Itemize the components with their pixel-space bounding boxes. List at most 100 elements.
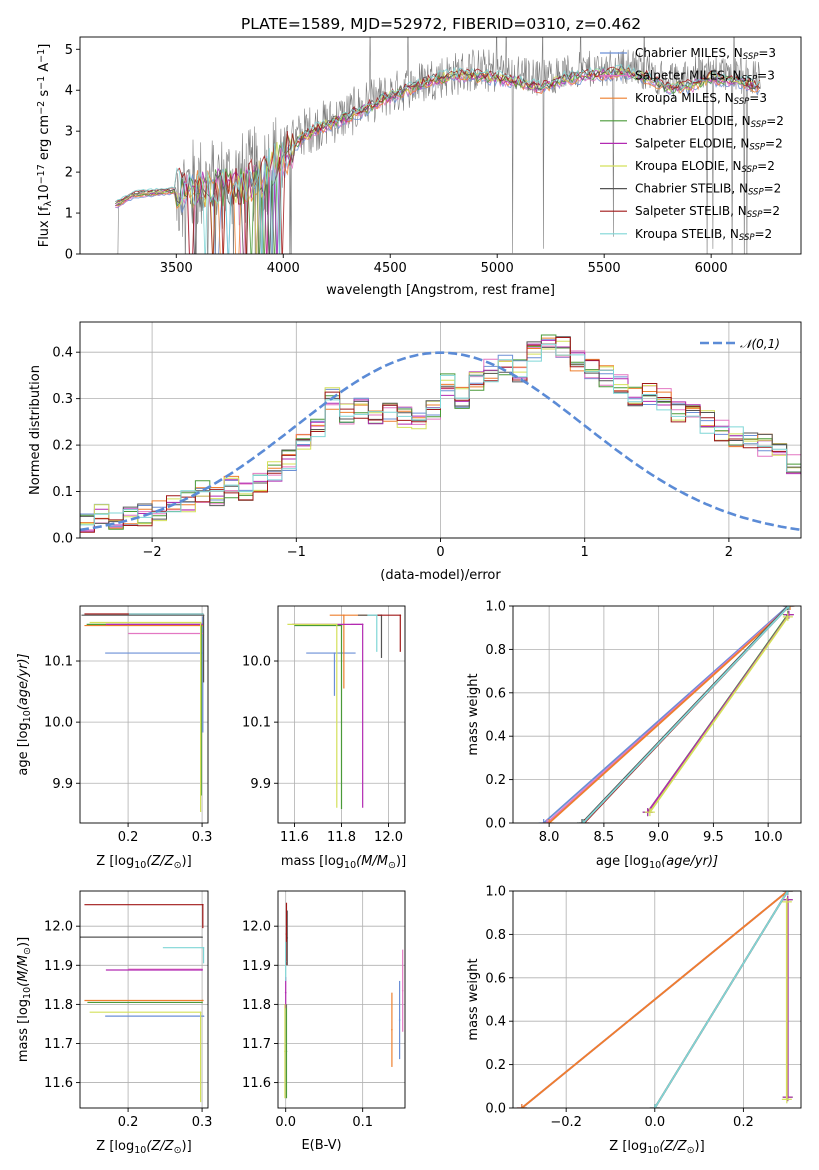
legend-entry: 𝒩(0,1) <box>740 337 780 351</box>
y-axis-label: mass weight <box>466 673 481 755</box>
y-tick-label: 0.8 <box>485 643 506 658</box>
y-axis-label: mass [log10(M/M⊙)] <box>16 937 33 1062</box>
legend-entry: Kroupa STELIB, NSSP=2 <box>635 227 772 243</box>
legend-entry: Chabrier STELIB, NSSP=2 <box>635 182 781 198</box>
legend-entry: Chabrier MILES, NSSP=3 <box>635 46 776 62</box>
weight-line <box>521 891 789 1108</box>
data-point <box>340 624 343 627</box>
y-axis-label: Flux [fλ10−17 erg cm−2 s−1 A−1] <box>36 44 54 248</box>
histogram-series <box>80 337 801 538</box>
x-tick-label: 0.1 <box>352 1115 373 1130</box>
x-tick-label: 0.0 <box>275 1115 296 1130</box>
x-tick-label: 0.0 <box>644 1115 665 1130</box>
y-tick-label: 0.8 <box>485 928 506 943</box>
x-tick-label: 6000 <box>695 261 728 276</box>
data-spectrum-line <box>115 37 761 254</box>
histogram-series <box>80 334 801 538</box>
histogram-series <box>80 339 801 538</box>
y-tick-label: 9.9 <box>250 777 271 792</box>
x-tick-label: 0.2 <box>733 1115 754 1130</box>
data-point <box>335 623 338 626</box>
x-tick-label: 8.0 <box>539 830 560 845</box>
data-point <box>202 614 205 616</box>
mass-vs-Z-plot-area <box>80 903 205 1103</box>
data-point <box>202 1015 205 1017</box>
weight-line <box>548 606 791 823</box>
x-tick-label: 11.6 <box>280 830 309 845</box>
x-tick-label: 5000 <box>481 261 514 276</box>
x-tick-label: 8.5 <box>594 830 615 845</box>
x-tick-label: 4000 <box>267 261 300 276</box>
y-tick-label: 12.0 <box>242 920 271 935</box>
histogram-series <box>80 339 801 538</box>
data-point <box>361 623 364 626</box>
residuals-plot-area <box>80 334 801 538</box>
x-axis-label: Z [log10(Z/Z⊙)] <box>609 1139 704 1156</box>
normal-distribution-curve <box>80 351 801 532</box>
data-point <box>202 613 204 615</box>
y-tick-label: 0.2 <box>485 773 506 788</box>
data-point <box>285 1050 288 1053</box>
x-axis-label: Z [log10(Z/Z⊙)] <box>96 1139 191 1156</box>
model-spectrum-line <box>115 65 761 254</box>
y-axis-label: mass weight <box>466 958 481 1040</box>
data-point <box>284 960 287 963</box>
x-tick-label: 11.8 <box>327 830 356 845</box>
x-axis-label: Z [log10(Z/Z⊙)] <box>96 854 191 871</box>
y-tick-label: 11.6 <box>242 1076 271 1091</box>
data-point <box>285 933 288 935</box>
y-tick-label: 0.4 <box>485 1015 506 1030</box>
x-tick-label: 10.0 <box>754 830 783 845</box>
y-tick-label: 11.9 <box>242 959 271 974</box>
legend-entry: Salpeter ELODIE, NSSP=2 <box>635 136 783 152</box>
y-tick-label: 10.0 <box>44 716 73 731</box>
y-tick-label: 10.1 <box>44 655 73 670</box>
data-point <box>201 969 203 971</box>
y-tick-label: 0.6 <box>485 686 506 701</box>
x-axis-label: age [log10(age/yr)] <box>596 854 718 871</box>
y-axis-label: age [log10(age/yr)] <box>16 653 33 775</box>
age-vs-mass-panel: 11.6 11.8 12.0 9.9 10.1 10.0 mass [log10(M/M⊙)… <box>242 605 406 871</box>
weight-line <box>649 616 789 813</box>
y-tick-label: 0.0 <box>485 817 506 832</box>
y-tick-label: 0.4 <box>52 346 73 361</box>
data-point <box>333 652 336 654</box>
axes-frame <box>79 605 209 824</box>
age-vs-Z-panel: 0.2 0.3 9.9 10.0 10.1 Z [log10(Z/Z⊙)] age [log… <box>16 605 212 871</box>
x-tick-label: 2 <box>725 545 733 560</box>
x-tick-label: 3500 <box>160 261 193 276</box>
x-axis-label: wavelength [Angstrom, rest frame] <box>326 283 555 298</box>
y-tick-label: 11.7 <box>44 1037 73 1052</box>
data-point <box>201 623 203 626</box>
y-tick-label: 1 <box>65 207 73 222</box>
y-tick-label: 10.1 <box>242 716 271 731</box>
y-tick-label: 0.0 <box>52 532 73 547</box>
data-point <box>398 1019 401 1021</box>
y-tick-label: 4 <box>65 84 73 99</box>
data-point <box>391 1029 393 1031</box>
x-axis-label: E(B-V) <box>301 1138 341 1153</box>
y-tick-label: 5 <box>65 43 73 58</box>
spectrum-plot-area <box>115 37 761 254</box>
y-tick-label: 1.0 <box>485 885 506 900</box>
legend-entry: Kroupa MILES, NSSP=3 <box>635 91 767 107</box>
weight-line <box>582 606 790 823</box>
x-tick-label: 9.5 <box>703 830 724 845</box>
model-spectrum-line <box>115 69 761 254</box>
data-point <box>202 903 204 906</box>
y-tick-label: 0.4 <box>485 730 506 745</box>
model-spectrum-line <box>115 64 761 254</box>
weight-line <box>654 891 789 1108</box>
mass-vs-Z-panel: 0.2 0.3 11.6 11.7 11.8 11.9 12.0 Z [log10(Z/Z⊙)… <box>16 890 212 1156</box>
y-axis-label: Normed distribution <box>28 365 43 495</box>
data-point <box>199 621 202 624</box>
data-point <box>401 989 404 992</box>
histogram-series <box>80 345 801 538</box>
axes-frame <box>512 890 802 1109</box>
legend-entry: Chabrier ELODIE, NSSP=2 <box>635 114 784 130</box>
y-tick-label: 0.2 <box>485 1058 506 1073</box>
y-tick-label: 2 <box>65 166 73 181</box>
x-tick-label: 0.2 <box>118 1115 139 1130</box>
weight-vs-Z-panel: −0.2 0.0 0.2 0.0 0.2 0.4 0.6 0.8 1.0 Z [log10(Z/Z… <box>466 885 802 1156</box>
data-point <box>343 614 345 616</box>
